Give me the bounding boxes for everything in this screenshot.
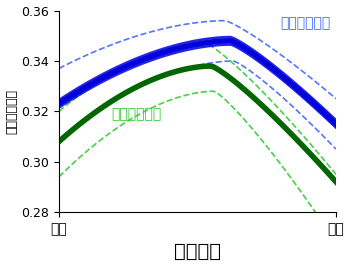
X-axis label: 空間位置: 空間位置 [174,242,221,260]
Text: 立体視力低群: 立体視力低群 [111,107,162,121]
Text: 立体視力高群: 立体視力高群 [280,16,330,31]
Y-axis label: 神経組織密度: 神経組織密度 [6,89,19,134]
